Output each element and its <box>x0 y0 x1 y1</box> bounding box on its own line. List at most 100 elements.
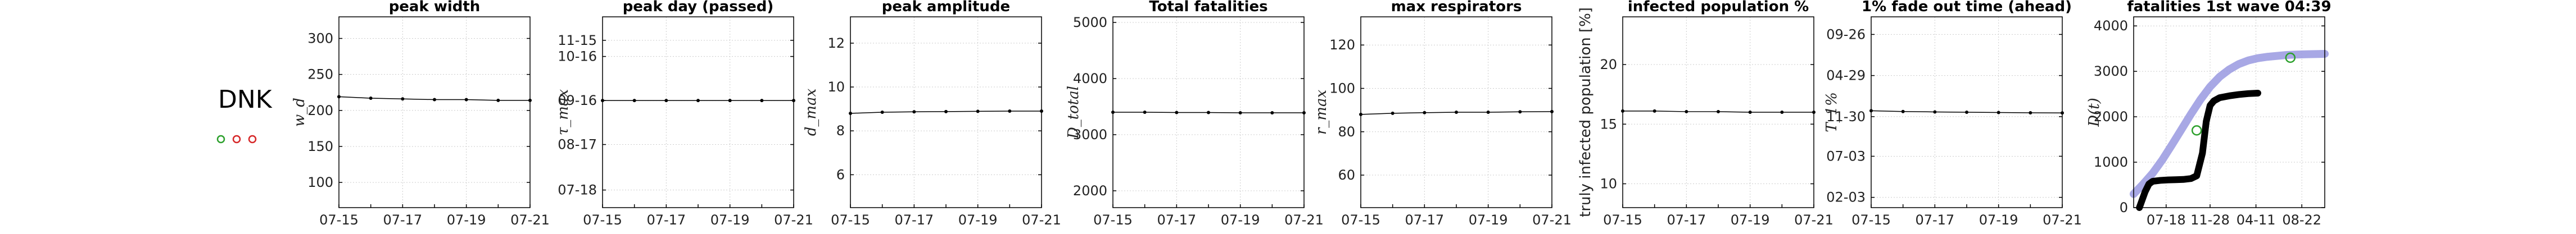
y-axis-label: w_d <box>291 98 308 127</box>
data-point <box>696 99 700 103</box>
data-point <box>401 97 405 101</box>
y-tick-label: 02-03 <box>1826 190 1866 205</box>
panel-frame <box>1871 16 2063 208</box>
country-marker-3 <box>248 135 257 144</box>
y-tick-label: 11-15 <box>558 33 597 48</box>
x-tick-label: 07-15 <box>1603 212 1642 228</box>
y-axis-label: truly infected population [%] <box>1577 7 1594 217</box>
x-tick-label: 07-21 <box>1794 212 1833 228</box>
y-tick-label: 5000 <box>1073 15 1107 30</box>
data-point <box>369 96 373 100</box>
data-point <box>1391 111 1395 115</box>
y-tick-label: 20 <box>1600 57 1617 72</box>
y-axis-label: D_total <box>1065 86 1082 139</box>
x-tick-label: 07-21 <box>2043 212 2082 228</box>
y-tick-label: 2000 <box>2094 109 2128 125</box>
country-code: DNK <box>218 85 273 114</box>
x-tick-label: 07-21 <box>510 212 550 228</box>
x-tick-label: 07-21 <box>774 212 813 228</box>
x-tick-label: 07-18 <box>2147 212 2186 228</box>
x-tick-label: 11-28 <box>2190 212 2230 228</box>
data-point <box>1143 111 1147 114</box>
data-point <box>664 99 668 103</box>
y-tick-label: 12 <box>827 35 845 51</box>
panel-frame <box>850 16 1042 208</box>
y-axis-label: τ_max <box>555 89 572 136</box>
y-tick-label: 8 <box>836 123 845 139</box>
x-tick-label: 07-17 <box>1405 212 1444 228</box>
x-tick-label: 07-17 <box>1157 212 1196 228</box>
data-point <box>1486 111 1490 114</box>
y-axis-label: D(t) <box>2086 98 2103 127</box>
x-tick-label: 08-22 <box>2282 212 2321 228</box>
panel-title: 1% fade out time (ahead) <box>1862 0 2072 15</box>
data-point <box>760 99 764 103</box>
x-tick-label: 07-15 <box>1851 212 1891 228</box>
series-marker <box>2285 52 2296 63</box>
data-point <box>880 111 884 114</box>
y-axis-label: r_max <box>1313 90 1330 135</box>
y-tick-label: 4000 <box>2094 18 2128 34</box>
data-point <box>1901 109 1905 113</box>
x-tick-label: 07-15 <box>831 212 870 228</box>
panel-2: peak day (passed) 07-18 08-17 09-16 10-1611-… <box>555 0 813 228</box>
panel-frame <box>602 16 794 208</box>
y-tick-label: 10-16 <box>558 49 597 65</box>
data-point <box>1685 109 1688 113</box>
panel-title: peak amplitude <box>882 0 1010 15</box>
panel-1: peak width 100 150 200 250 300 07-15 07-17 07-19… <box>291 0 550 228</box>
y-axis-label: d_max <box>803 88 820 136</box>
panel-5: max respirators 60 80 100 120 07-15 07-17 07-19… <box>1313 0 1572 228</box>
panel-frame <box>1112 16 1305 208</box>
panel-frame <box>338 16 531 208</box>
data-point <box>1933 110 1937 114</box>
x-tick-label: 04-11 <box>2237 212 2276 228</box>
series-thick-line <box>2136 90 2261 211</box>
series-band-line <box>2130 49 2329 198</box>
data-point <box>1238 111 1242 114</box>
y-tick-label: 04-29 <box>1826 68 1866 84</box>
x-tick-label: 07-15 <box>583 212 622 228</box>
y-tick-label: 10 <box>1600 176 1617 192</box>
y-tick-label: 09-16 <box>558 93 597 108</box>
data-point <box>1423 111 1427 114</box>
panel-7: 1% fade out time (ahead) 02-03 07-03 11-30 0… <box>1823 0 2082 228</box>
y-tick-label: 120 <box>1329 37 1355 53</box>
y-tick-label: 4000 <box>1073 71 1107 86</box>
data-point <box>1175 111 1179 114</box>
y-tick-label: 1000 <box>2094 154 2128 170</box>
data-point <box>464 98 468 102</box>
x-tick-label: 07-19 <box>1469 212 1508 228</box>
y-tick-label: 07-03 <box>1826 148 1866 164</box>
data-point <box>1780 111 1784 114</box>
data-point <box>1270 111 1274 114</box>
x-tick-label: 07-15 <box>1093 212 1133 228</box>
x-tick-label: 07-15 <box>319 212 359 228</box>
data-point <box>2029 111 2032 115</box>
x-tick-label: 07-19 <box>958 212 998 228</box>
data-point <box>1455 111 1458 114</box>
y-tick-label: 11-30 <box>1826 109 1866 125</box>
x-tick-label: 07-17 <box>646 212 686 228</box>
y-tick-label: 3000 <box>1073 127 1107 143</box>
x-tick-label: 07-21 <box>1022 212 1061 228</box>
panel-title: max respirators <box>1391 0 1522 15</box>
country-legend: DNK <box>216 85 273 144</box>
x-tick-label: 07-21 <box>1284 212 1324 228</box>
panel-8: fatalities 1st wave 04:39 0 1000 2000 3000 40… <box>2086 0 2331 228</box>
y-tick-label: 250 <box>307 67 333 82</box>
y-tick-label: 15 <box>1600 116 1617 132</box>
y-tick-label: 150 <box>307 139 333 154</box>
y-tick-label: 0 <box>2120 200 2128 215</box>
data-point <box>912 110 916 114</box>
data-point <box>944 109 948 113</box>
panel-title: infected population % <box>1628 0 1809 15</box>
data-point <box>1653 109 1656 113</box>
panel-4: Total fatalities 2000 3000 4000 5000 07-15 07-… <box>1065 0 1324 228</box>
y-tick-label: 100 <box>307 175 333 190</box>
x-tick-label: 07-19 <box>1221 212 1260 228</box>
x-tick-label: 07-15 <box>1341 212 1380 228</box>
data-point <box>1965 111 1968 114</box>
y-tick-label: 3000 <box>2094 63 2128 79</box>
